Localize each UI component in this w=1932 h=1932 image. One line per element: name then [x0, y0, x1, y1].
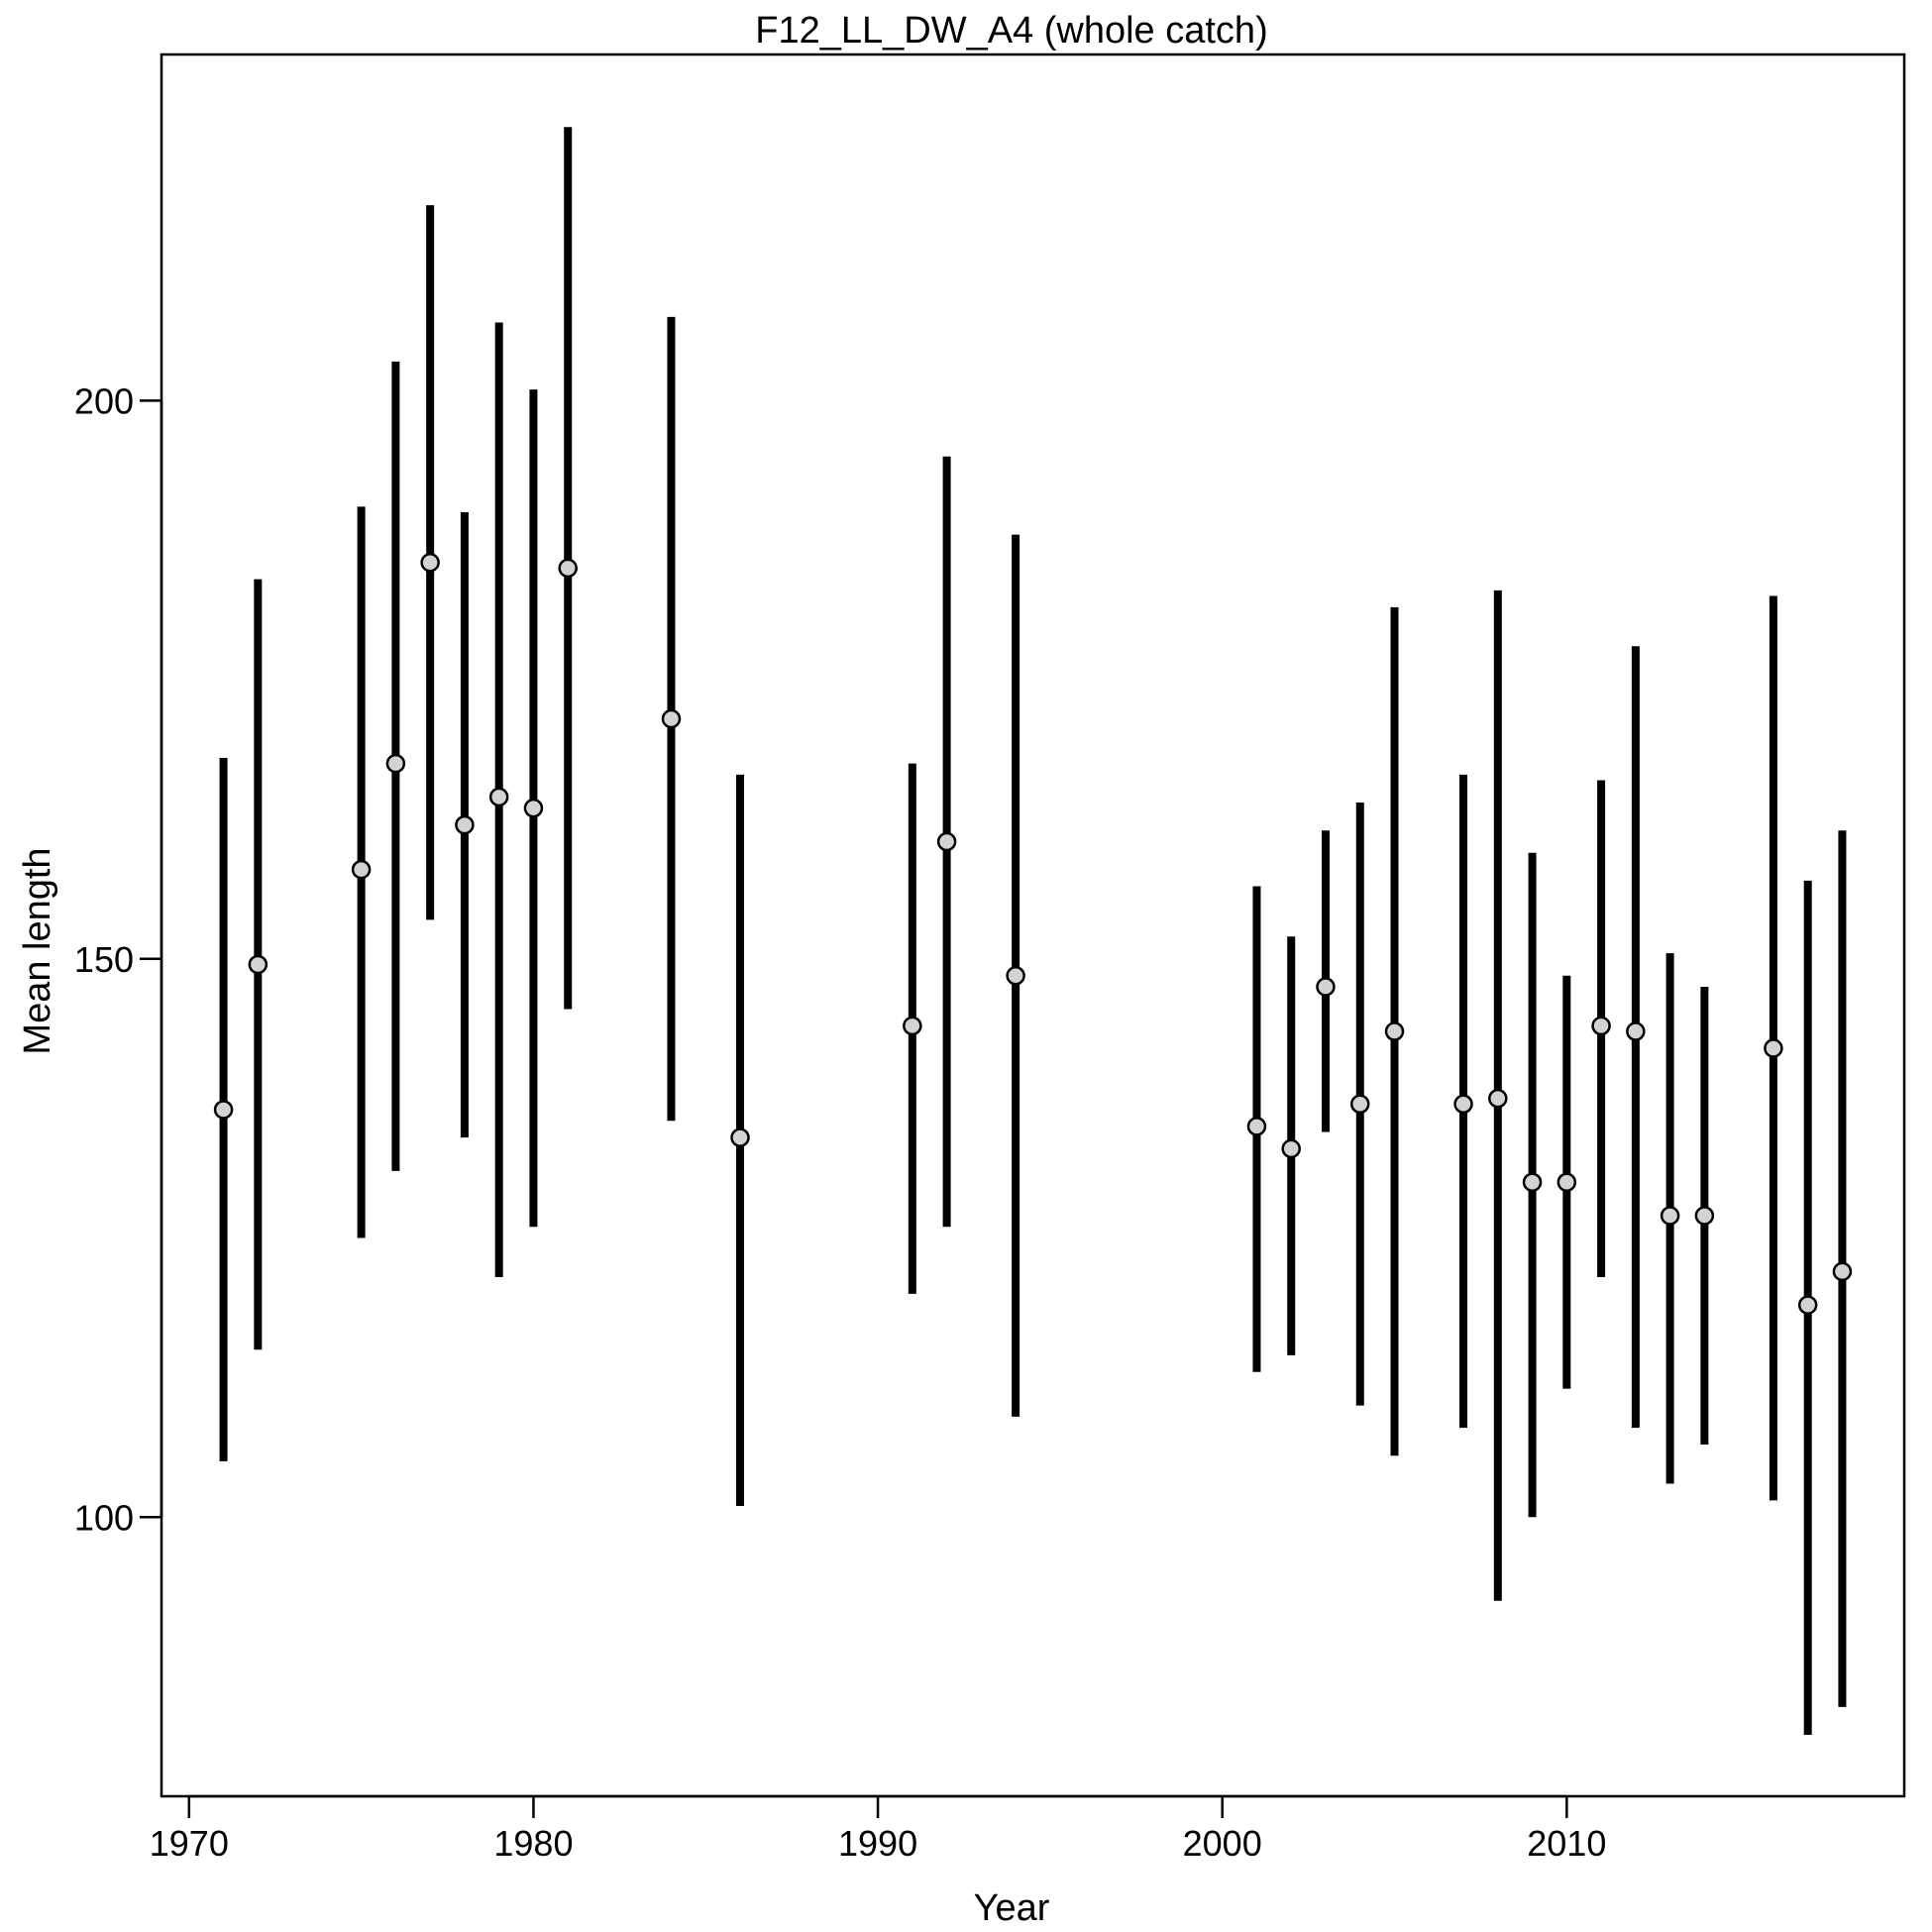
mean-point [1626, 1021, 1646, 1041]
y-axis: 100 150 200 [74, 380, 163, 1538]
y-axis-label: Mean length [17, 847, 58, 1054]
mean-point [936, 831, 957, 852]
mean-point [213, 1100, 234, 1120]
mean-point [248, 954, 268, 975]
x-tick-label: 1990 [838, 1823, 917, 1864]
chart-title: F12_LL_DW_A4 (whole catch) [755, 10, 1267, 52]
y-tick-label: 150 [74, 939, 134, 980]
mean-point [1281, 1138, 1301, 1159]
y-tick-label: 200 [74, 380, 134, 421]
x-axis: 1970 1980 1990 2000 2010 [150, 1794, 1606, 1864]
mean-point [1764, 1038, 1783, 1058]
mean-point [1522, 1172, 1543, 1192]
mean-point [1556, 1172, 1577, 1192]
mean-point [1660, 1206, 1680, 1226]
plot-frame [160, 53, 1906, 1798]
mean-point [730, 1127, 750, 1147]
mean-point [523, 798, 544, 818]
x-tick-label: 2010 [1527, 1823, 1606, 1864]
mean-point [1316, 977, 1336, 997]
mean-point [1384, 1021, 1405, 1041]
x-tick-label: 1980 [493, 1823, 573, 1864]
x-tick-label: 2000 [1183, 1823, 1262, 1864]
mean-point [661, 708, 682, 729]
mean-point [488, 787, 509, 807]
mean-point [1797, 1295, 1818, 1315]
mean-point [1453, 1094, 1473, 1115]
mean-point [351, 859, 372, 880]
mean-point [1349, 1094, 1370, 1115]
mean-point [385, 753, 406, 774]
mean-point [455, 814, 475, 835]
mean-point [1246, 1117, 1267, 1136]
mean-point [903, 1016, 922, 1036]
y-tick-label: 100 [74, 1497, 134, 1538]
mean-point [420, 553, 440, 573]
x-tick-label: 1970 [150, 1823, 229, 1864]
x-axis-label: Year [974, 1887, 1050, 1929]
mean-point [558, 558, 578, 579]
mean-point [1832, 1261, 1853, 1282]
mean-point [1006, 965, 1025, 986]
mean-point [1488, 1088, 1508, 1109]
mean-point [1694, 1206, 1715, 1226]
error-bars [213, 127, 1853, 1736]
mean-point [1591, 1016, 1611, 1036]
